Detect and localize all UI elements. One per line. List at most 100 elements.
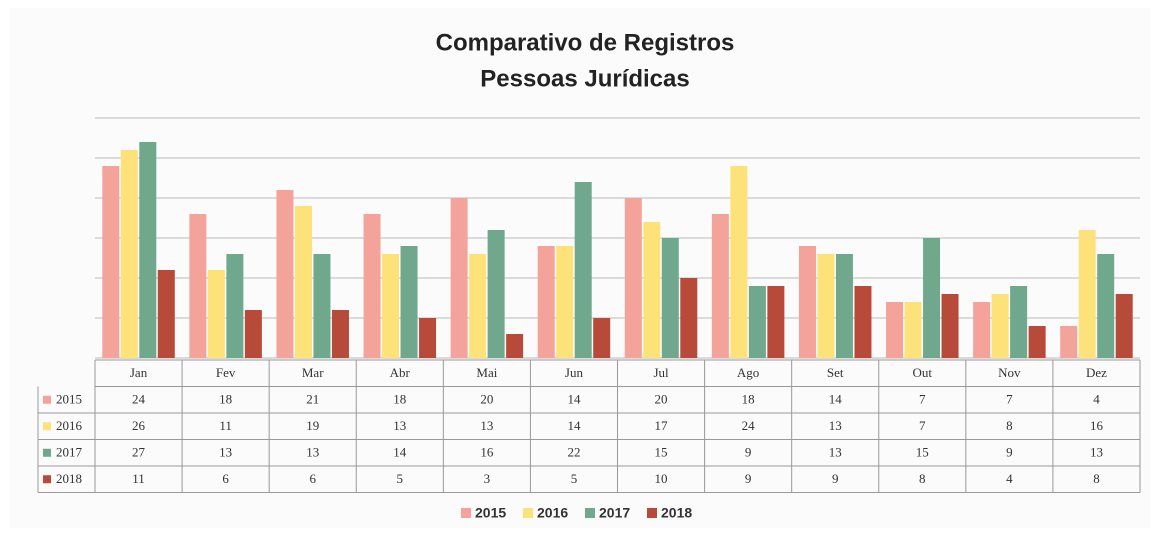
table-value: 20 [655,392,668,407]
table-value: 14 [393,445,407,460]
table-value: 13 [219,445,232,460]
x-tick-label: Out [913,365,933,380]
x-tick-label: Jun [565,365,584,380]
legend-key [461,508,471,518]
table-value: 14 [829,392,843,407]
table-value: 18 [393,392,406,407]
table-value: 5 [571,471,578,486]
bar [835,254,853,358]
bar [574,182,592,358]
bar [506,334,524,358]
bar [450,198,468,358]
x-tick-label: Mai [476,365,497,380]
table-value: 8 [1006,418,1013,433]
bar [941,294,959,358]
table-value: 24 [132,392,146,407]
bar [1115,294,1133,358]
table-value: 21 [306,392,319,407]
legend-key [523,508,533,518]
bar [1060,326,1078,358]
table-value: 18 [219,392,232,407]
table-legend-key [43,448,51,457]
bar [556,246,574,358]
table-value: 13 [480,418,493,433]
bar [244,310,262,358]
table-value: 19 [306,418,319,433]
table-value: 9 [745,445,752,460]
table-value: 17 [655,418,669,433]
table-value: 13 [829,445,842,460]
row-label: 2017 [56,445,83,460]
bar [400,246,418,358]
bar [680,278,698,358]
bar [730,166,748,358]
bar [817,254,835,358]
bar [313,254,331,358]
table-value: 11 [219,418,232,433]
bar [189,214,207,358]
bar [276,190,294,358]
table-value: 13 [1090,445,1103,460]
bar [207,270,225,358]
bar [419,318,437,358]
table-value: 6 [222,471,229,486]
table-value: 13 [829,418,842,433]
table-value: 9 [832,471,839,486]
table-value: 27 [132,445,146,460]
bar [711,214,729,358]
bar [102,166,120,358]
x-tick-label: Fev [216,365,236,380]
table-value: 11 [132,471,145,486]
x-tick-label: Set [827,365,844,380]
bar [748,286,766,358]
bar [469,254,487,358]
bar [1028,326,1046,358]
table-value: 7 [919,392,926,407]
bar [904,302,922,358]
table-value: 8 [919,471,926,486]
table-value: 9 [1006,445,1013,460]
table-value: 13 [306,445,319,460]
bar [973,302,991,358]
table-value: 18 [742,392,755,407]
x-tick-label: Abr [390,365,411,380]
table-value: 20 [480,392,493,407]
table-value: 4 [1093,392,1100,407]
bar [139,142,157,358]
table-value: 8 [1093,471,1100,486]
bar [1078,230,1096,358]
x-tick-label: Dez [1086,365,1107,380]
x-tick-label: Ago [737,365,759,380]
bar [487,230,505,358]
table-value: 5 [397,471,404,486]
legend-label: 2015 [475,505,506,521]
legend-label: 2018 [661,505,692,521]
bar [798,246,816,358]
x-tick-label: Mar [302,365,324,380]
table-value: 16 [1090,418,1104,433]
bar [331,310,349,358]
table-value: 24 [742,418,756,433]
bar [294,206,312,358]
bar [382,254,400,358]
table-value: 15 [655,445,668,460]
table-value: 7 [1006,392,1013,407]
table-value: 10 [655,471,668,486]
table-value: 15 [916,445,929,460]
bar [624,198,642,358]
bar [226,254,244,358]
table-value: 3 [484,471,491,486]
table-value: 26 [132,418,146,433]
table-value: 4 [1006,471,1013,486]
chart-subtitle: Pessoas Jurídicas [480,65,689,92]
bar [991,294,1009,358]
row-label: 2015 [56,392,82,407]
x-tick-label: Jan [130,365,148,380]
bar [643,222,661,358]
table-value: 14 [567,418,581,433]
table-legend-key [43,395,51,404]
bar [661,238,679,358]
bar [886,302,904,358]
bar [854,286,872,358]
